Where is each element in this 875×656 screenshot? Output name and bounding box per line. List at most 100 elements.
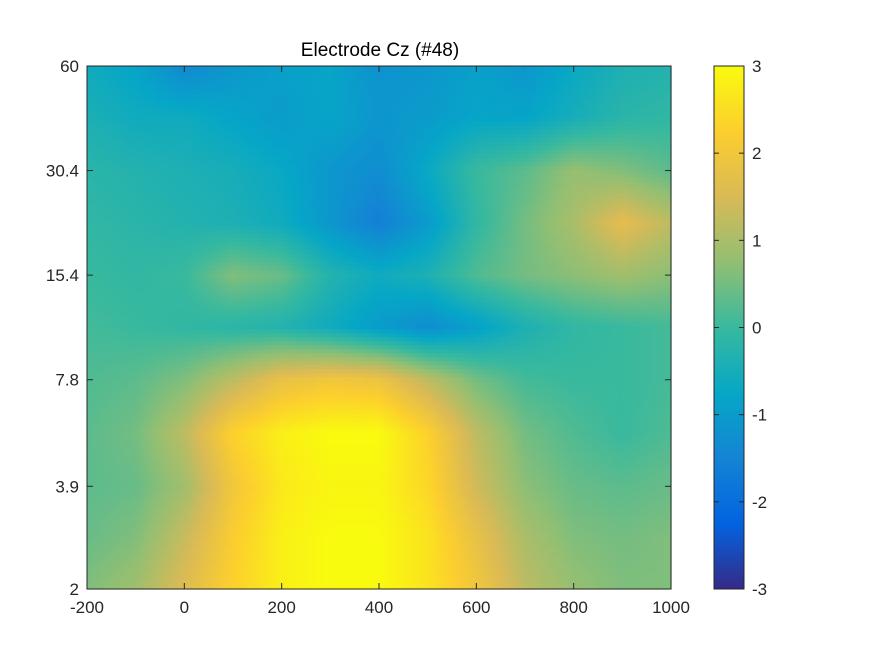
heatmap-cell bbox=[259, 73, 264, 79]
heatmap-cell bbox=[127, 185, 132, 191]
heatmap-cell bbox=[579, 133, 584, 139]
heatmap-cell bbox=[563, 153, 568, 159]
heatmap-cell bbox=[179, 165, 184, 171]
heatmap-cell bbox=[535, 109, 540, 115]
heatmap-cell bbox=[495, 193, 500, 199]
heatmap-cell bbox=[391, 129, 396, 135]
heatmap-cell bbox=[151, 189, 156, 195]
heatmap-cell bbox=[335, 141, 340, 147]
heatmap-cell bbox=[667, 117, 672, 123]
heatmap-cell bbox=[171, 165, 176, 171]
heatmap-cell bbox=[171, 66, 176, 71]
heatmap-cell bbox=[631, 69, 636, 75]
heatmap-cell bbox=[215, 69, 220, 75]
heatmap-cell bbox=[135, 161, 140, 167]
heatmap-cell bbox=[351, 73, 356, 79]
heatmap-cell bbox=[603, 125, 608, 131]
heatmap-cell bbox=[379, 117, 384, 123]
heatmap-cell bbox=[239, 173, 244, 179]
heatmap-cell bbox=[295, 89, 300, 95]
heatmap-cell bbox=[411, 77, 416, 83]
heatmap-cell bbox=[167, 105, 172, 111]
heatmap-cell bbox=[539, 137, 544, 143]
heatmap-cell bbox=[175, 77, 180, 83]
heatmap-cell bbox=[595, 113, 600, 119]
heatmap-cell bbox=[251, 145, 256, 151]
heatmap-cell bbox=[499, 113, 504, 119]
heatmap-cell bbox=[431, 97, 436, 103]
heatmap-cell bbox=[531, 129, 536, 135]
heatmap-cell bbox=[147, 69, 152, 75]
heatmap-cell bbox=[215, 153, 220, 159]
heatmap-cell bbox=[499, 153, 504, 159]
heatmap-cell bbox=[563, 73, 568, 79]
heatmap-cell bbox=[619, 81, 624, 87]
heatmap-cell bbox=[663, 81, 668, 87]
heatmap-cell bbox=[311, 121, 316, 127]
heatmap-cell bbox=[227, 109, 232, 115]
heatmap-cell bbox=[351, 149, 356, 155]
heatmap-cell bbox=[175, 185, 180, 191]
heatmap-cell bbox=[543, 77, 548, 83]
heatmap-cell bbox=[443, 97, 448, 103]
heatmap-cell bbox=[463, 193, 468, 199]
heatmap-cell bbox=[131, 113, 136, 119]
heatmap-cell bbox=[407, 101, 412, 107]
heatmap-cell bbox=[307, 161, 312, 167]
heatmap-cell bbox=[375, 73, 380, 79]
heatmap-cell bbox=[359, 133, 364, 139]
heatmap-cell bbox=[335, 177, 340, 183]
heatmap-cell bbox=[427, 85, 432, 91]
heatmap-cell bbox=[239, 85, 244, 91]
heatmap-cell bbox=[535, 173, 540, 179]
heatmap-cell bbox=[495, 89, 500, 95]
heatmap-cell bbox=[319, 165, 324, 171]
heatmap-cell bbox=[99, 133, 104, 139]
heatmap-cell bbox=[583, 133, 588, 139]
heatmap-cell bbox=[655, 133, 660, 139]
heatmap-cell bbox=[579, 109, 584, 115]
heatmap-cell bbox=[491, 85, 496, 91]
heatmap-cell bbox=[571, 137, 576, 143]
heatmap-cell bbox=[651, 89, 656, 95]
heatmap-cell bbox=[543, 185, 548, 191]
heatmap-cell bbox=[279, 193, 284, 199]
heatmap-cell bbox=[131, 145, 136, 151]
heatmap-cell bbox=[251, 141, 256, 147]
heatmap-cell bbox=[123, 129, 128, 135]
heatmap-cell bbox=[227, 137, 232, 143]
heatmap-cell bbox=[363, 189, 368, 195]
heatmap-cell bbox=[139, 133, 144, 139]
heatmap-cell bbox=[331, 149, 336, 155]
heatmap-cell bbox=[655, 105, 660, 111]
heatmap-cell bbox=[167, 169, 172, 175]
heatmap-cell bbox=[207, 169, 212, 175]
heatmap-cell bbox=[499, 105, 504, 111]
heatmap-cell bbox=[595, 101, 600, 107]
heatmap-cell bbox=[379, 165, 384, 171]
heatmap-cell bbox=[151, 197, 156, 203]
heatmap-cell bbox=[423, 77, 428, 83]
heatmap-cell bbox=[403, 66, 408, 71]
heatmap-cell bbox=[399, 165, 404, 171]
heatmap-cell bbox=[179, 197, 184, 203]
heatmap-cell bbox=[99, 105, 104, 111]
heatmap-cell bbox=[607, 161, 612, 167]
heatmap-cell bbox=[611, 66, 616, 71]
heatmap-cell bbox=[615, 85, 620, 91]
heatmap-cell bbox=[579, 73, 584, 79]
heatmap-cell bbox=[643, 157, 648, 163]
heatmap-cell bbox=[355, 181, 360, 187]
heatmap-cell bbox=[659, 141, 664, 147]
heatmap-cell bbox=[439, 149, 444, 155]
heatmap-cell bbox=[219, 93, 224, 99]
heatmap-cell bbox=[547, 177, 552, 183]
heatmap-cell bbox=[111, 125, 116, 131]
heatmap-cell bbox=[575, 89, 580, 95]
heatmap-cell bbox=[167, 125, 172, 131]
heatmap-cell bbox=[287, 117, 292, 123]
heatmap-cell bbox=[383, 77, 388, 83]
heatmap-cell bbox=[167, 81, 172, 87]
heatmap-cell bbox=[235, 125, 240, 131]
heatmap-cell bbox=[359, 189, 364, 195]
